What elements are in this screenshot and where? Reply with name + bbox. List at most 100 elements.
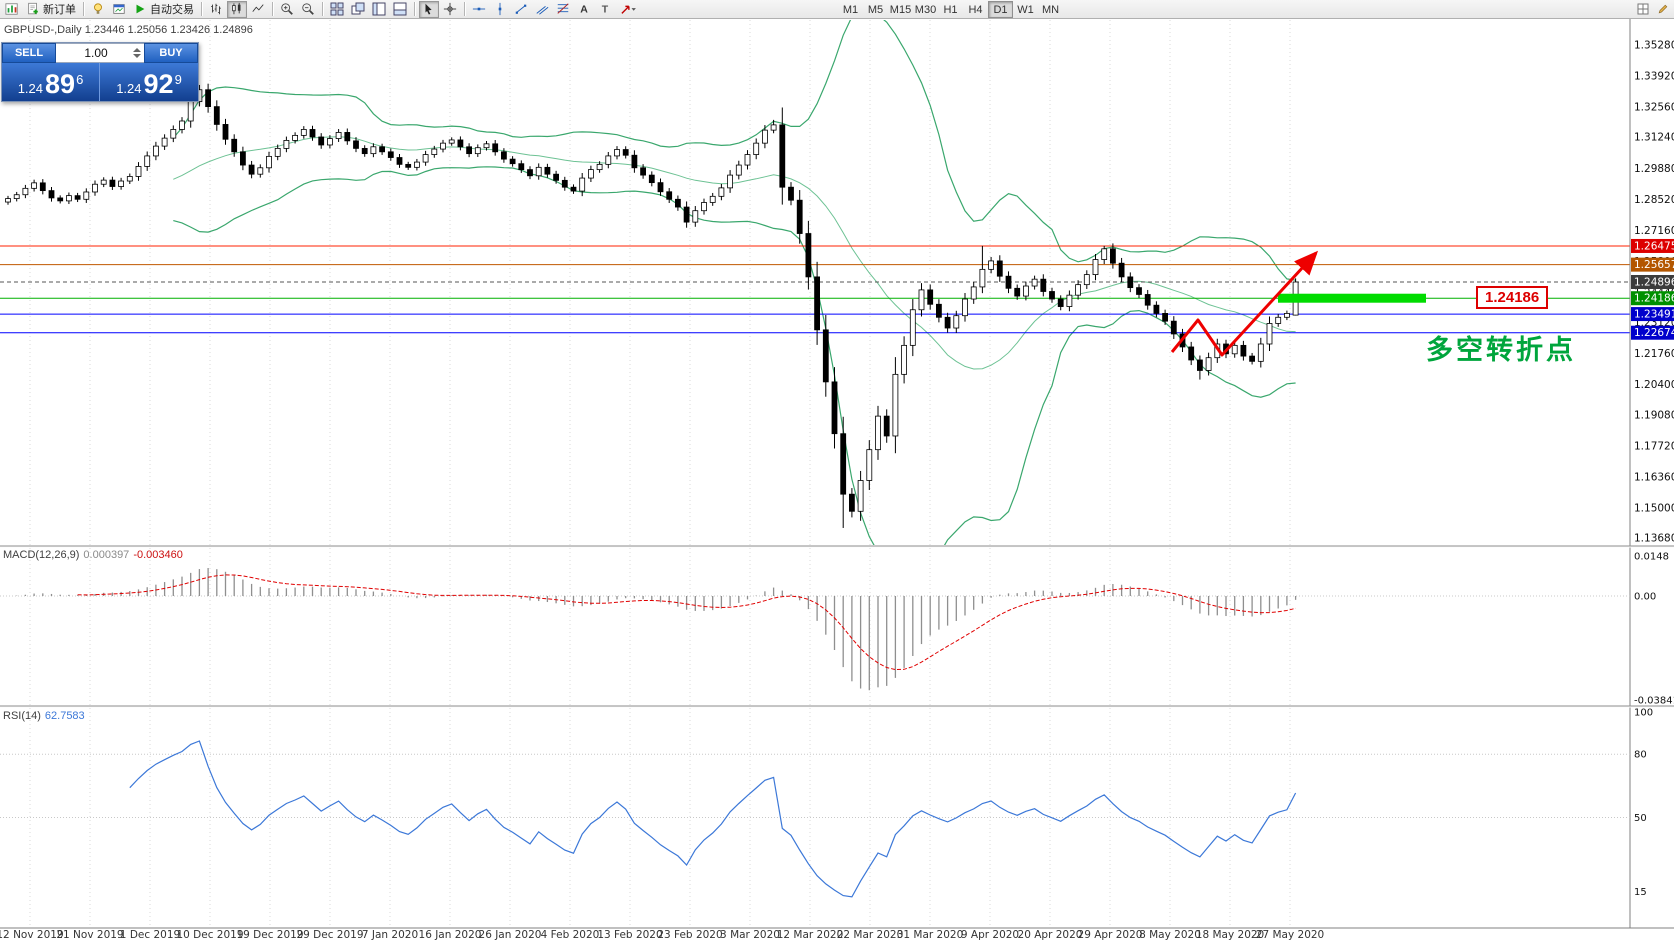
rsi-scale[interactable]: 100 80 50 15: [1634, 708, 1653, 898]
otp-price-row: 1.24 89 6 1.24 92 9: [2, 63, 198, 101]
macd-scale[interactable]: 0.0148 0.00 -0.038415: [1634, 551, 1674, 706]
rsi-header: RSI(14) 62.7583: [3, 710, 85, 722]
toolbar: 新订单 自动交易: [0, 0, 1674, 19]
toolbar-separator: [272, 2, 273, 16]
grid-icon-button[interactable]: [1633, 1, 1652, 18]
svg-text:1.22674: 1.22674: [1634, 327, 1674, 339]
rsi-name: RSI(14): [3, 710, 41, 722]
volume-value: 1.00: [84, 46, 108, 60]
buy-button[interactable]: BUY: [144, 43, 198, 63]
vertical-line-tool[interactable]: [490, 1, 510, 18]
autotrading-button[interactable]: 自动交易: [130, 1, 197, 18]
svg-text:9 Apr 2020: 9 Apr 2020: [961, 929, 1019, 941]
svg-text:29 Dec 2019: 29 Dec 2019: [296, 929, 363, 941]
svg-text:0.0148: 0.0148: [1634, 551, 1669, 562]
line-chart-button[interactable]: [248, 1, 268, 18]
cursor-button[interactable]: [419, 0, 439, 18]
macd-header: MACD(12,26,9) 0.000397 -0.003460: [3, 549, 183, 561]
svg-text:50: 50: [1634, 813, 1647, 824]
svg-text:1.31240: 1.31240: [1634, 132, 1674, 144]
toolbar-separator: [322, 2, 323, 16]
tf-d1[interactable]: D1: [988, 1, 1013, 19]
tile-windows-button[interactable]: [327, 1, 347, 18]
toolbar-separator: [414, 2, 415, 16]
price-tag-1.23491: [1631, 307, 1674, 322]
autotrading-label: 自动交易: [150, 4, 194, 16]
timeframe-group: M1 M5 M15 M30 H1 H4 D1 W1 MN: [838, 0, 1063, 19]
candlestick-chart-button[interactable]: [227, 0, 247, 18]
spinner-up-icon[interactable]: [133, 48, 141, 52]
buy-price-big: 92: [143, 69, 174, 99]
svg-text:80: 80: [1634, 750, 1647, 761]
svg-text:8 May 2020: 8 May 2020: [1139, 929, 1201, 941]
svg-text:26 Jan 2020: 26 Jan 2020: [479, 929, 542, 941]
svg-text:31 Mar 2020: 31 Mar 2020: [897, 929, 964, 941]
fibonacci-tool[interactable]: [553, 1, 573, 18]
svg-text:10 Dec 2019: 10 Dec 2019: [176, 929, 243, 941]
candles: [5, 83, 1299, 528]
spinner-down-icon[interactable]: [133, 54, 141, 58]
svg-text:13 Feb 2020: 13 Feb 2020: [597, 929, 662, 941]
svg-text:1.24896: 1.24896: [1634, 277, 1674, 289]
level-price-label[interactable]: 1.24186: [1476, 286, 1549, 309]
arrows-tool[interactable]: [616, 1, 640, 18]
sell-button[interactable]: SELL: [2, 43, 56, 63]
bollinger-bands: [172, 20, 1296, 545]
lightbulb-icon[interactable]: [88, 1, 108, 18]
price-tag-1.26475: [1631, 238, 1674, 253]
zoom-in-button[interactable]: [277, 1, 297, 18]
terminal-button[interactable]: [390, 1, 410, 18]
label-tool[interactable]: T: [595, 1, 615, 18]
turning-point-annotation: 多空转折点: [1426, 335, 1576, 365]
new-order-button[interactable]: 新订单: [23, 1, 79, 18]
pencil-icon-button[interactable]: [1653, 1, 1672, 18]
bar-chart-button[interactable]: [206, 1, 226, 18]
channel-tool[interactable]: [532, 1, 552, 18]
svg-text:1.27160: 1.27160: [1634, 225, 1674, 237]
tf-h1[interactable]: H1: [938, 1, 963, 18]
tf-mn[interactable]: MN: [1038, 1, 1063, 18]
toolbar-separator: [201, 2, 202, 16]
svg-text:3 Mar 2020: 3 Mar 2020: [720, 929, 780, 941]
svg-text:29 Apr 2020: 29 Apr 2020: [1078, 929, 1143, 941]
cascade-windows-button[interactable]: [348, 1, 368, 18]
sell-price[interactable]: 1.24 89 6: [2, 63, 100, 101]
new-chart-button[interactable]: [109, 1, 129, 18]
price-scale[interactable]: 1.35280 1.33920 1.32560 1.31240 1.29880 1.285…: [1631, 40, 1674, 545]
svg-text:7 Jan 2020: 7 Jan 2020: [362, 929, 418, 941]
sell-price-big: 89: [45, 69, 76, 99]
buy-price-pip: 9: [174, 72, 182, 87]
svg-text:19 Dec 2019: 19 Dec 2019: [236, 929, 303, 941]
tf-h4[interactable]: H4: [963, 1, 988, 18]
crosshair-button[interactable]: [440, 1, 460, 18]
svg-text:21 Nov 2019: 21 Nov 2019: [56, 929, 123, 941]
tf-w1[interactable]: W1: [1013, 1, 1038, 18]
trend-arrow[interactable]: [1170, 250, 1319, 357]
macd-value-main: 0.000397: [83, 549, 130, 561]
svg-text:1.13680: 1.13680: [1634, 533, 1674, 545]
price-tag-1.24186: [1631, 291, 1674, 306]
tf-m15[interactable]: M15: [888, 1, 913, 18]
zoom-out-button[interactable]: [298, 1, 318, 18]
svg-text:1.17720: 1.17720: [1634, 440, 1674, 452]
tf-m5[interactable]: M5: [863, 1, 888, 18]
buy-price[interactable]: 1.24 92 9: [100, 63, 198, 101]
volume-input[interactable]: 1.00: [56, 43, 144, 63]
svg-text:12 Nov 2019: 12 Nov 2019: [0, 929, 64, 941]
one-click-trading-panel: SELL 1.00 BUY 1.24 89 6 1.24 92 9: [1, 42, 199, 102]
svg-text:100: 100: [1634, 708, 1653, 719]
tf-m1[interactable]: M1: [838, 1, 863, 18]
horizontal-line-tool[interactable]: [469, 1, 489, 18]
volume-spinner[interactable]: [133, 48, 141, 58]
highlight-zone[interactable]: [1278, 293, 1426, 303]
tf-m30[interactable]: M30: [913, 1, 938, 18]
svg-text:1.32560: 1.32560: [1634, 102, 1674, 114]
chart-ohlc-title: GBPUSD-,Daily 1.23446 1.25056 1.23426 1.…: [4, 24, 253, 36]
navigator-button[interactable]: [369, 1, 389, 18]
text-tool[interactable]: A: [574, 1, 594, 18]
trendline-tool[interactable]: [511, 1, 531, 18]
